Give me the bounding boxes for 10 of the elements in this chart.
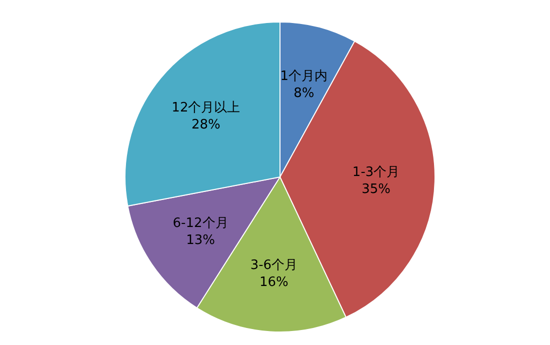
data-label: 16% <box>260 274 288 290</box>
data-label: 35% <box>362 182 391 198</box>
slice-label: 3-6个月 <box>250 258 298 273</box>
data-label: 28% <box>192 118 220 133</box>
slice-label: 12个月以上 <box>172 100 240 116</box>
slice-label: 1-3个月 <box>352 165 400 180</box>
data-label: 8% <box>294 86 314 101</box>
slice-label: 1个月内 <box>280 68 328 84</box>
data-label: 13% <box>186 233 215 248</box>
slice-label: 6-12个月 <box>172 216 228 232</box>
